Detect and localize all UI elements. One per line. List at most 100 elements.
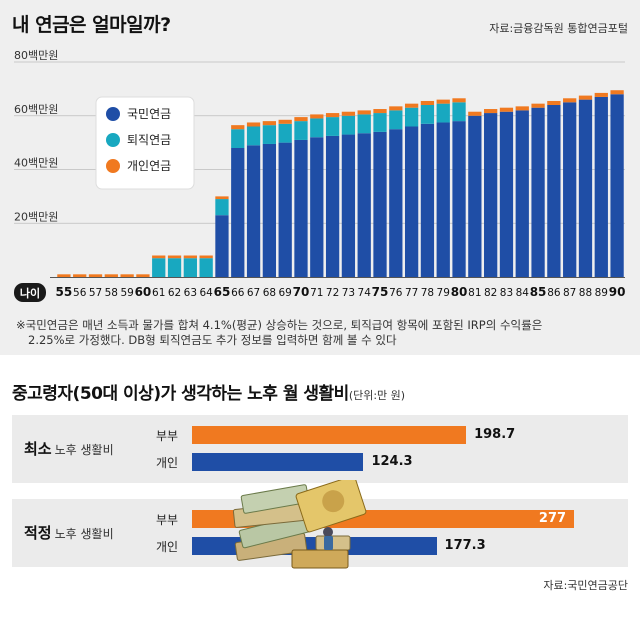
bar-segment [468,111,482,116]
bar-segment [152,258,166,277]
pension-section: 내 연금은 얼마일까? 자료:금융감독원 통합연금포털 20백만원 40백만원 60… [12,14,628,348]
banknote-stack-icon [232,480,367,569]
bar-segment [262,143,277,277]
x-tick-label: 76 [389,287,403,299]
x-tick-label: 68 [263,287,276,299]
x-tick-label: 77 [405,287,418,299]
x-label-badge [14,283,46,302]
minimum-label-text: 최소 [24,440,52,458]
bar-segment [262,125,277,144]
x-tick-label: 71 [310,287,323,299]
bar-segment [404,126,419,277]
bar-segment [246,126,261,146]
bar-segment [294,139,308,277]
x-tick-label: 81 [468,287,481,299]
x-tick-label: 65 [214,285,231,299]
x-tick-label: 74 [358,287,372,299]
bar-segment [341,115,356,135]
bar-segment [452,102,466,122]
x-tick-label: 86 [547,287,561,299]
bar-segment [563,102,577,277]
bar-segment [231,125,245,130]
legend-swatch [106,133,120,147]
adequate-couple-label: 부부 [156,513,179,527]
legend-box [95,96,195,190]
bar-segment [389,110,403,130]
x-tick-label: 59 [120,287,133,299]
minimum-label: 최소 노후 생활비 [24,438,114,459]
bar-segment [484,109,498,114]
bar-segment [452,98,466,103]
bar-segment [231,129,245,148]
bar-segment [167,258,182,277]
bar-segment [120,274,134,277]
bar-segment [436,122,450,277]
bar-segment [215,196,229,200]
bar-segment [262,121,277,126]
bar-segment [325,117,340,136]
bar-segment [610,90,624,95]
adequate-single-label: 개인 [156,540,179,554]
legend-swatch [106,107,120,121]
bar-segment [310,114,324,119]
bar-segment [294,121,308,140]
minimum-couple-bar [192,426,467,444]
living-cost-title-text: 중고령자(50대 이상)가 생각하는 노후 월 생활비 [12,384,349,404]
bar-segment [594,96,608,277]
page-title: 내 연금은 얼마일까? [12,14,171,36]
bar-segment [404,107,419,127]
bar-segment [547,105,561,277]
living-cost-title: 중고령자(50대 이상)가 생각하는 노후 월 생활비(단위:만 원) [12,379,405,404]
minimum-couple-label: 부부 [156,429,179,443]
x-tick-label: 82 [484,287,497,299]
y-tick-label: 80백만원 [14,49,58,62]
money-stack-illustration [232,480,367,569]
bar-segment [57,274,71,277]
bar-segment [373,109,387,114]
bar-segment [246,122,261,127]
bar-segment [515,106,529,111]
y-tick-label: 20백만원 [14,210,58,223]
bar-segment [373,113,387,132]
x-tick-label: 60 [135,285,152,299]
bar-segment [594,92,608,97]
bar-segment [484,113,498,277]
bar-segment [88,274,103,277]
bar-segment [563,98,577,103]
note-line-2: 2.25%로 가정했다. DB형 퇴직연금도 추가 정보를 입력하면 함께 볼 … [28,333,397,347]
note-line-1: ※국민연금은 매년 소득과 물가를 합쳐 4.1%(평균) 상승하는 것으로, … [16,318,543,332]
x-tick-label: 57 [89,287,102,299]
bar-segment [610,94,624,277]
bar-segment [310,137,324,277]
x-tick-label: 67 [247,287,260,299]
x-tick-label: 64 [199,287,213,299]
x-tick-label: 72 [326,287,339,299]
adequate-single-value: 177.3 [444,538,486,553]
x-tick-label: 83 [500,287,513,299]
x-tick-label: 88 [579,287,592,299]
y-tick-label: 60백만원 [14,103,58,116]
living-cost-unit: (단위:만 원) [348,389,406,402]
x-tick-label: 75 [372,285,389,299]
chart-notes: ※국민연금은 매년 소득과 물가를 합쳐 4.1%(평균) 상승하는 것으로, … [16,318,628,348]
bar-segment [183,258,197,277]
bar-segment [357,114,371,134]
bar-segment [547,100,561,105]
adequate-label-text: 적정 [24,524,52,542]
bar-segment [420,123,435,277]
bar-segment [436,103,450,123]
bar-segment [578,95,593,100]
bar-segment [231,148,245,277]
x-tick-label: 56 [73,287,87,299]
bar-segment [499,107,514,112]
bar-segment [389,129,403,277]
x-tick-label: 73 [342,287,355,299]
x-tick-label: 80 [451,285,468,299]
source-bottom-label: 자료:국민연금공단 [543,579,628,592]
minimum-cost-box: 최소 노후 생활비 부부 198.7 개인 124.3 [12,415,628,483]
bar-segment [278,123,292,143]
bar-segment [152,255,166,259]
bar-segment [278,142,292,277]
source-label: 자료:금융감독원 통합연금포털 [489,22,628,35]
bar-segment [215,199,229,216]
